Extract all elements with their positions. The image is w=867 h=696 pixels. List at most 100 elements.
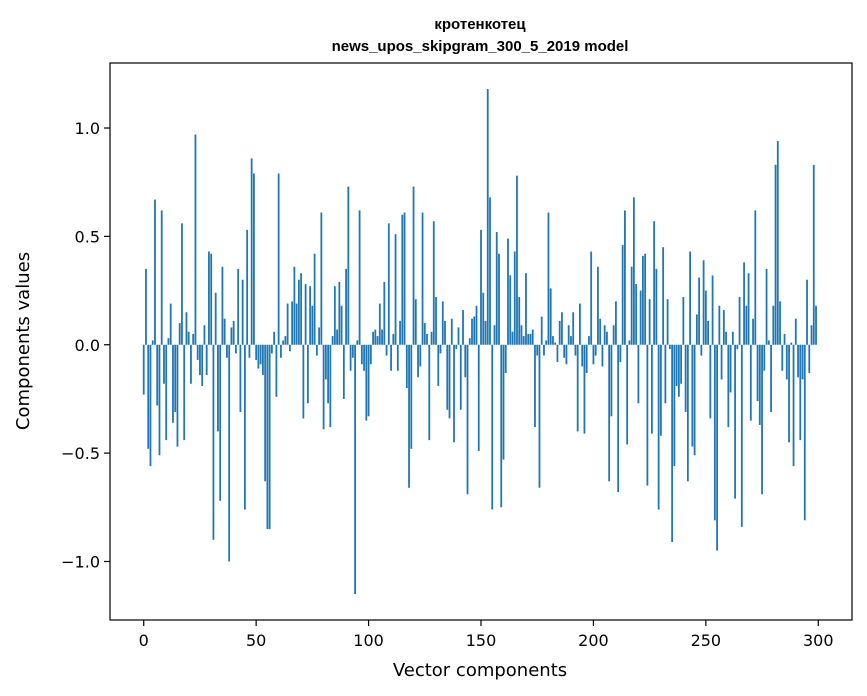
bar (414, 299, 417, 345)
bar (666, 299, 669, 345)
bar (554, 342, 557, 345)
x-axis-label: Vector components (393, 660, 567, 681)
bar (381, 329, 383, 345)
bar (300, 273, 303, 345)
bar (358, 210, 361, 345)
bar (615, 301, 617, 345)
bar (736, 344, 739, 350)
bar (774, 164, 777, 345)
bar (747, 273, 750, 345)
bar (522, 336, 525, 345)
bar (466, 344, 469, 495)
bar (561, 312, 563, 345)
bar (160, 210, 163, 345)
bar (367, 344, 370, 417)
bar (190, 344, 192, 384)
bar (558, 320, 561, 345)
bar (288, 344, 291, 352)
bar (248, 344, 251, 358)
bar (226, 344, 228, 358)
bar (720, 344, 723, 380)
bar (606, 331, 608, 345)
bar (765, 268, 768, 345)
bar (338, 281, 341, 345)
y-axis-ticks: −1.0 −0.5 0.0 0.5 1.0 (61, 119, 110, 571)
bar (574, 344, 577, 356)
bar (444, 320, 446, 345)
bar (648, 299, 651, 345)
bar (677, 344, 680, 397)
bar (731, 331, 734, 345)
x-tick-label: 250 (691, 631, 722, 650)
bar (277, 173, 280, 345)
bar (500, 344, 503, 508)
x-tick-label: 100 (353, 631, 384, 650)
bar (525, 273, 527, 345)
bar (709, 344, 712, 419)
bar (306, 344, 309, 404)
bar (619, 344, 622, 363)
bar (792, 344, 795, 467)
bar (567, 325, 570, 345)
bar (473, 316, 476, 345)
bar (477, 344, 480, 451)
bar (212, 344, 215, 540)
bar (806, 279, 808, 345)
bar (345, 268, 347, 345)
bar (662, 247, 665, 345)
bar (543, 344, 545, 356)
bar (664, 344, 667, 404)
bar (475, 305, 478, 345)
bar (646, 344, 649, 486)
bar (439, 344, 442, 354)
bar (365, 344, 368, 421)
bar (410, 344, 413, 449)
bar (313, 253, 316, 345)
bar (788, 344, 790, 443)
bar (626, 344, 629, 445)
bar (230, 327, 233, 345)
bar (331, 336, 334, 345)
bar (369, 344, 372, 365)
bar (349, 344, 352, 371)
bar (657, 344, 660, 510)
bar (270, 344, 273, 354)
bar (322, 344, 325, 430)
bar (158, 344, 161, 456)
bar (457, 327, 460, 345)
bar (459, 344, 462, 410)
bar (707, 320, 709, 345)
bar (637, 344, 640, 404)
bar (531, 329, 534, 345)
bar (489, 197, 491, 345)
bar (711, 275, 714, 345)
bar (518, 297, 521, 345)
bar (142, 344, 145, 395)
bar (284, 336, 287, 345)
bar (794, 318, 797, 345)
bar (601, 344, 604, 367)
bar (295, 303, 298, 345)
bar (673, 344, 676, 467)
bar (585, 344, 588, 373)
bar (695, 314, 698, 345)
bar (273, 331, 276, 345)
bar (178, 323, 181, 345)
bar (513, 251, 516, 345)
bar (675, 344, 678, 386)
bar (392, 333, 395, 345)
bar (167, 338, 170, 345)
bar (693, 344, 696, 456)
bar (250, 158, 253, 345)
bar (722, 310, 725, 345)
bar (351, 344, 354, 358)
bar (232, 320, 235, 345)
bar (327, 344, 330, 404)
bar (342, 344, 345, 399)
bar (756, 344, 759, 402)
bar (628, 340, 631, 345)
bar (253, 173, 255, 345)
bar (644, 253, 647, 345)
bar (502, 344, 505, 460)
